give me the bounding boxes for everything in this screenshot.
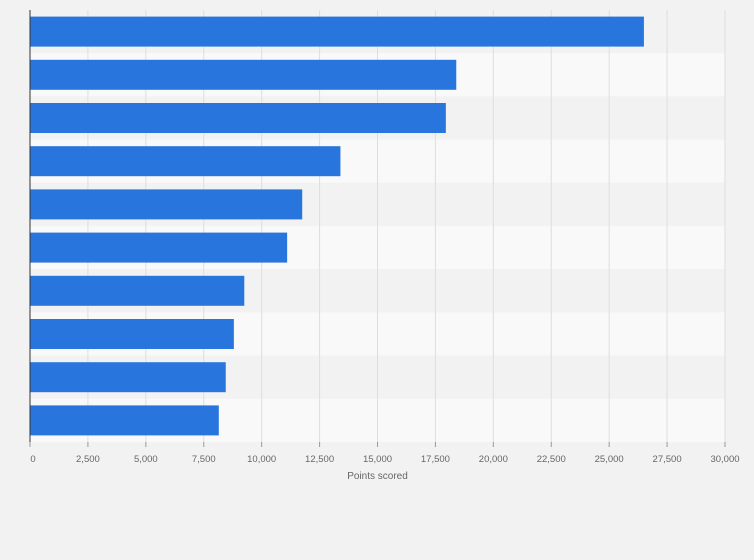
bar[interactable] bbox=[30, 319, 234, 349]
bar[interactable] bbox=[30, 103, 446, 133]
x-tick-label: 30,000 bbox=[710, 454, 739, 465]
x-tick-label: 17,500 bbox=[421, 454, 450, 465]
x-tick-label: 15,000 bbox=[363, 454, 392, 465]
x-tick-label: 25,000 bbox=[595, 454, 624, 465]
bar[interactable] bbox=[30, 146, 341, 177]
x-tick-label: 7,500 bbox=[192, 454, 216, 465]
bar[interactable] bbox=[30, 405, 219, 436]
bar[interactable] bbox=[30, 16, 644, 47]
x-tick-label: 22,500 bbox=[537, 454, 566, 465]
bar[interactable] bbox=[30, 59, 457, 90]
x-axis-title: Points scored bbox=[347, 471, 408, 482]
bar[interactable] bbox=[30, 189, 303, 220]
x-tick-label: 20,000 bbox=[479, 454, 508, 465]
bar[interactable] bbox=[30, 362, 226, 393]
x-tick-label: 12,500 bbox=[305, 454, 334, 465]
x-tick-label: 10,000 bbox=[247, 454, 276, 465]
bars bbox=[30, 16, 644, 436]
x-tick-label: 0 bbox=[30, 454, 35, 465]
x-tick-label: 27,500 bbox=[653, 454, 682, 465]
x-axis-ticks: 0 2,500 5,000 7,500 10,000 12,500 15,000 17,500… bbox=[29, 442, 740, 465]
bar[interactable] bbox=[30, 275, 245, 306]
bar[interactable] bbox=[30, 232, 288, 263]
x-tick-label: 2,500 bbox=[76, 454, 100, 465]
x-tick-label: 5,000 bbox=[134, 454, 158, 465]
